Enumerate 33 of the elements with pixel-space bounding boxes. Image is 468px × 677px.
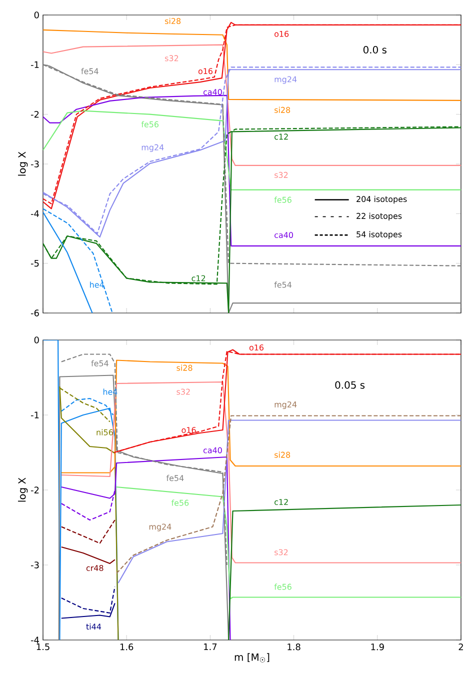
line-series [60,381,461,564]
line-series [116,486,461,600]
line-series [43,208,113,313]
annotation: 0.05 s [335,381,365,389]
y-tick-label: -5 [30,260,39,267]
y-tick-label: -4 [30,636,39,644]
y-axis-title: log X [18,152,28,176]
y-tick-label: -4 [30,210,39,217]
line-series [43,44,461,166]
x-tick-label: 1.8 [288,644,300,650]
y-tick-label: 0 [34,12,39,18]
line-series [43,94,461,246]
y-tick-label: -2 [30,486,39,494]
y-tick-label: -1 [30,412,39,418]
line-series [60,398,114,416]
y-tick-label: -3 [30,160,39,168]
x-tick-label: 1.9 [371,644,384,650]
y-axis-title: log X [18,478,28,502]
line-series [60,456,231,640]
y-tick-label: 0 [34,336,39,344]
line-series [60,360,461,474]
x-tick-label: 1.5 [36,644,50,650]
annotation: 0.0 s [363,46,386,54]
y-tick-label: -3 [30,562,39,568]
x-axis-title: m [M$_{☉}$] [234,653,270,662]
y-tick-label: -1 [30,61,39,68]
line-series [43,29,461,101]
x-tick-label: 2 [458,644,463,650]
line-series [60,546,116,564]
x-tick-label: 1.7 [204,644,217,650]
y-tick-label: -6 [30,310,39,316]
x-tick-label: 1.6 [120,644,134,650]
y-tick-label: -2 [30,111,39,118]
